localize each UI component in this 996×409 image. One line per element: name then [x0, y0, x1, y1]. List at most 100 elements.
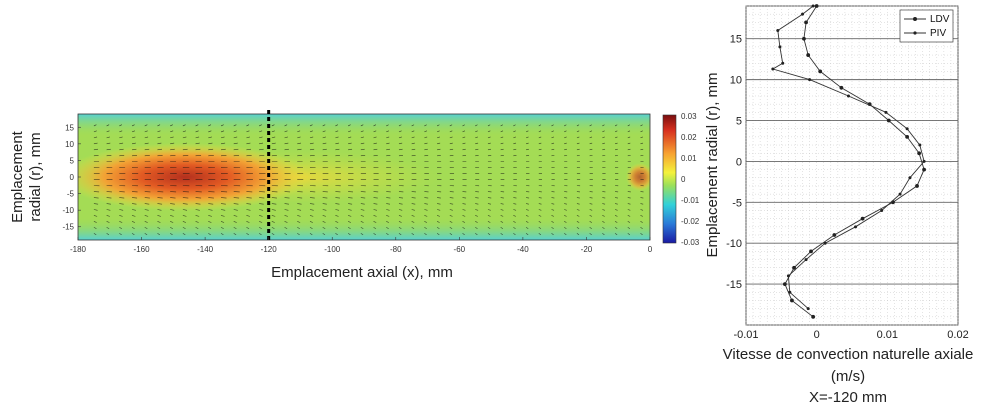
velocity-vector: [309, 142, 314, 145]
velocity-vector: [119, 130, 123, 133]
velocity-vector: [436, 233, 440, 235]
velocity-vector: [525, 215, 529, 217]
series-ldv-point: [806, 53, 811, 57]
velocity-vector: [144, 233, 148, 235]
velocity-vector: [475, 154, 479, 157]
heatmap-y-axis-label-line1: Emplacement: [9, 130, 26, 223]
velocity-vector: [233, 221, 237, 223]
velocity-vector: [335, 148, 340, 151]
heatmap-hot-core: [78, 143, 310, 211]
velocity-vector: [551, 142, 555, 145]
velocity-vector: [335, 124, 339, 127]
series-piv-point: [884, 110, 888, 114]
velocity-vector: [259, 148, 264, 151]
velocity-vector: [538, 136, 542, 139]
heatmap-x-tick-label: -80: [390, 245, 402, 254]
velocity-vector: [551, 148, 555, 151]
velocity-vector: [119, 209, 124, 211]
series-piv-point: [788, 290, 792, 294]
velocity-vector: [106, 142, 111, 145]
velocity-vector: [309, 227, 313, 229]
velocity-vector: [487, 130, 491, 133]
velocity-vector: [309, 154, 315, 157]
series-ldv-point: [782, 282, 787, 287]
velocity-vector: [386, 233, 389, 235]
velocity-vector: [157, 148, 163, 151]
velocity-vector: [93, 203, 99, 205]
velocity-vector: [106, 154, 112, 157]
series-ldv-point: [818, 69, 823, 74]
velocity-vector: [602, 203, 606, 205]
velocity-vector: [309, 203, 315, 205]
velocity-vector: [627, 227, 631, 229]
profile-y-tick-label: -15: [726, 279, 742, 291]
velocity-vector: [335, 130, 339, 133]
velocity-vector: [131, 136, 136, 139]
velocity-vector: [526, 203, 529, 205]
velocity-vector: [144, 136, 149, 139]
velocity-vector: [475, 221, 478, 223]
velocity-vector: [271, 148, 277, 151]
velocity-vector: [284, 154, 290, 157]
velocity-vector: [614, 215, 618, 217]
velocity-vector: [436, 136, 440, 139]
velocity-vector: [513, 227, 516, 229]
velocity-vector: [144, 209, 149, 211]
velocity-vector: [144, 154, 150, 157]
velocity-vector: [360, 124, 364, 127]
velocity-vector: [322, 136, 326, 139]
velocity-vector: [297, 136, 301, 139]
velocity-vector: [386, 209, 390, 211]
velocity-vector: [424, 221, 428, 223]
heatmap-y-tick-label: 5: [70, 156, 75, 165]
velocity-vector: [246, 136, 250, 139]
velocity-vector: [119, 154, 125, 157]
velocity-vector: [271, 154, 277, 157]
velocity-vector: [220, 124, 224, 127]
series-ldv-point: [814, 4, 819, 8]
velocity-vector: [564, 130, 567, 133]
velocity-vector: [627, 142, 631, 145]
velocity-vector: [373, 233, 376, 235]
velocity-vector: [309, 209, 314, 211]
velocity-vector: [640, 148, 644, 151]
velocity-vector: [627, 221, 631, 223]
velocity-vector: [195, 136, 200, 139]
velocity-vector: [564, 148, 567, 151]
series-piv-point: [922, 159, 926, 163]
velocity-vector: [170, 227, 173, 229]
velocity-vector: [614, 154, 618, 157]
velocity-vector: [119, 142, 124, 145]
velocity-vector: [424, 124, 427, 127]
velocity-vector: [106, 136, 110, 139]
velocity-vector: [614, 203, 618, 205]
velocity-vector: [500, 154, 504, 157]
velocity-vector: [208, 130, 212, 133]
velocity-vector: [627, 124, 631, 127]
velocity-vector: [119, 221, 123, 223]
velocity-vector: [220, 130, 225, 133]
legend-ldv-label: LDV: [930, 14, 950, 25]
velocity-vector: [309, 148, 315, 151]
velocity-vector: [246, 142, 251, 145]
velocity-vector: [589, 130, 593, 133]
velocity-vector: [322, 215, 326, 217]
velocity-vector: [195, 130, 199, 133]
velocity-vector: [246, 203, 252, 205]
colorbar-tick-label: -0.03: [681, 238, 700, 247]
velocity-vector: [462, 215, 466, 217]
velocity-vector: [348, 136, 352, 139]
velocity-vector: [373, 209, 377, 211]
velocity-vector: [538, 221, 542, 223]
velocity-vector: [576, 142, 580, 145]
velocity-vector: [93, 154, 99, 157]
velocity-vector: [462, 130, 466, 133]
heatmap-x-ticks: -180 -160 -140 -120 -100 -80 -60 -40 -20 0: [70, 237, 653, 254]
velocity-vector: [335, 215, 339, 217]
velocity-vector: [614, 221, 618, 223]
velocity-vector: [233, 215, 238, 217]
colorbar-tick-label: 0: [681, 175, 686, 184]
colorbar-tick-label: 0.01: [681, 154, 697, 163]
velocity-vector: [589, 227, 592, 229]
velocity-vector: [564, 209, 567, 211]
